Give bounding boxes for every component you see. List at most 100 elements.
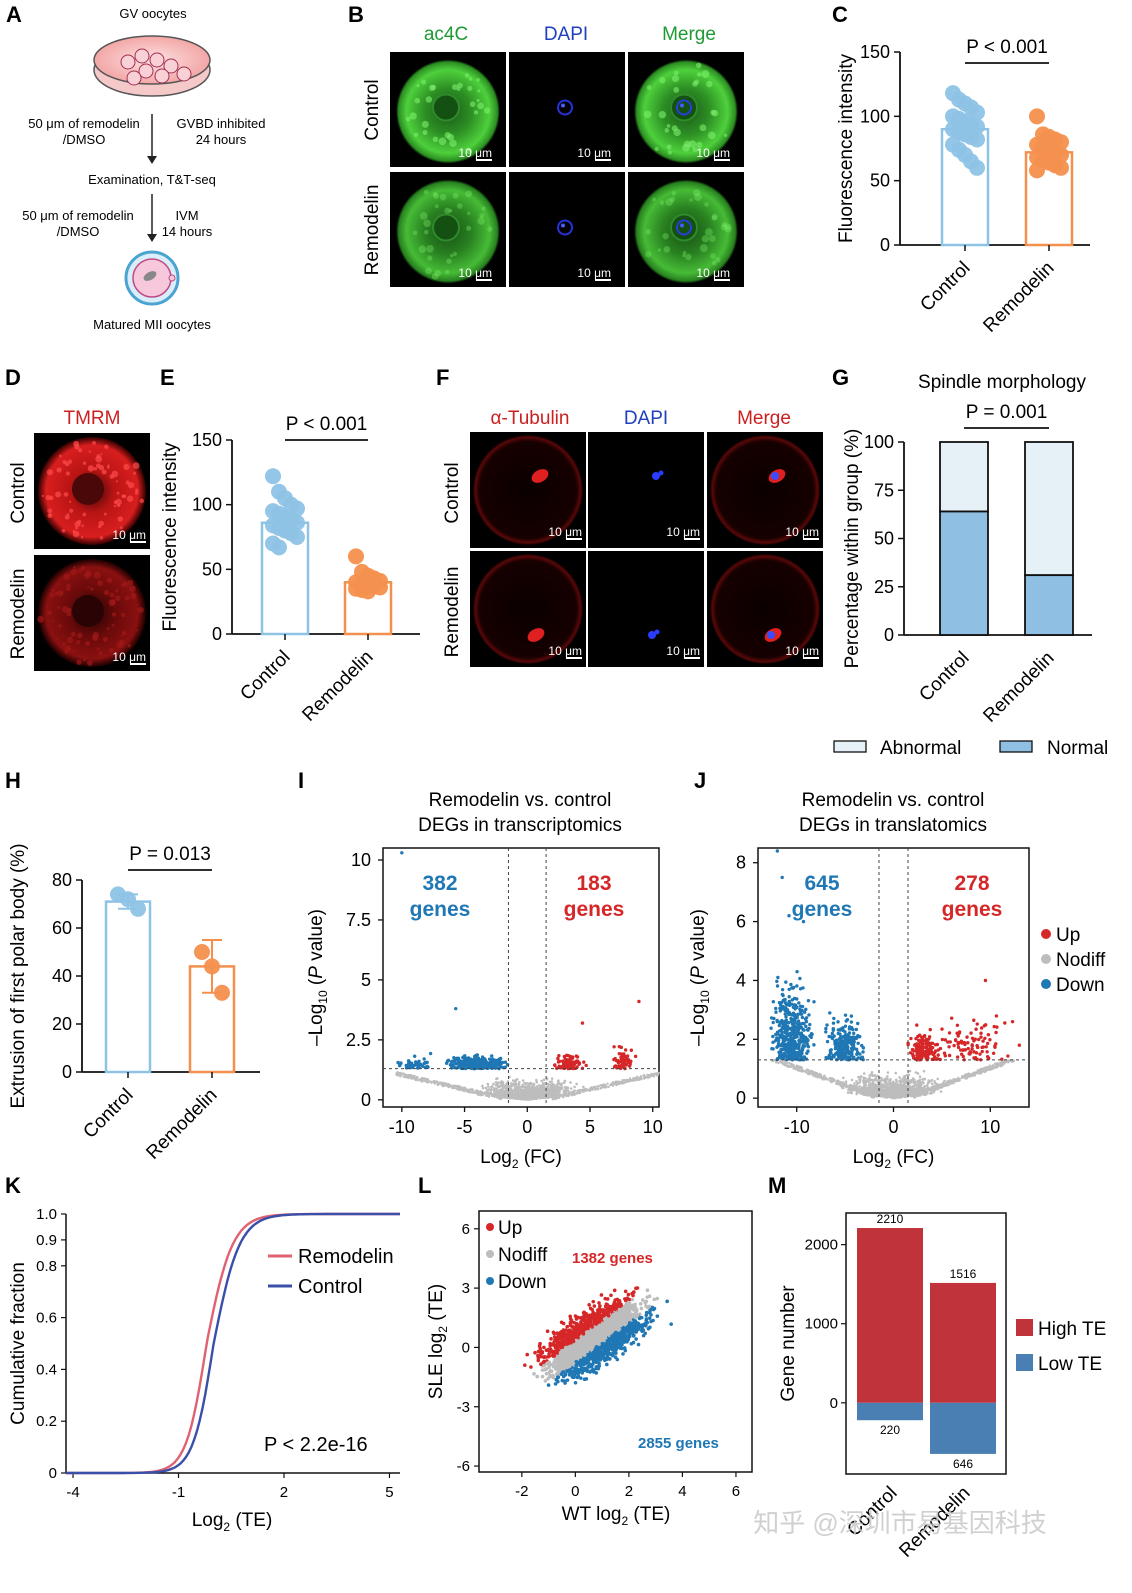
bar-control bbox=[104, 900, 152, 1074]
data-point bbox=[969, 131, 985, 148]
b-speck bbox=[666, 144, 672, 150]
nodiff-point bbox=[925, 1091, 929, 1095]
nodiff-point bbox=[871, 1079, 875, 1082]
y-tick-label: 150 bbox=[192, 430, 222, 450]
nodiff-point bbox=[782, 1063, 785, 1066]
d-speck bbox=[78, 569, 82, 573]
up-point bbox=[978, 1052, 982, 1056]
d-speck bbox=[124, 595, 130, 601]
x-tick-label: 0 bbox=[888, 1117, 898, 1137]
up-point bbox=[624, 1057, 629, 1062]
nodiff-point bbox=[479, 1090, 482, 1094]
d-speck bbox=[62, 460, 67, 465]
x-tick-label: Remodelin bbox=[298, 647, 377, 726]
nodiff-point bbox=[925, 1083, 929, 1087]
nodiff-point bbox=[457, 1085, 460, 1088]
nodiff-point bbox=[509, 1096, 513, 1100]
d-speck bbox=[66, 583, 71, 589]
b-speck bbox=[659, 200, 665, 206]
nodiff-point bbox=[805, 1068, 808, 1071]
nodiff-point bbox=[942, 1082, 945, 1086]
down-point bbox=[771, 1040, 775, 1044]
nodiff-point bbox=[921, 1081, 925, 1085]
down-point bbox=[413, 1060, 418, 1064]
nodiff-point bbox=[498, 1096, 502, 1100]
up-point bbox=[986, 1056, 991, 1060]
d-speck bbox=[109, 592, 115, 598]
nodiff-point bbox=[558, 1082, 562, 1086]
nodiff-point bbox=[447, 1084, 450, 1087]
data-point bbox=[130, 900, 146, 917]
nodiff-point bbox=[894, 1091, 897, 1095]
up-point bbox=[556, 1056, 560, 1061]
b-speck bbox=[715, 257, 721, 263]
down-point bbox=[806, 1045, 811, 1049]
panel-c-letter: C bbox=[832, 2, 848, 27]
up-count: 278 bbox=[954, 872, 989, 895]
nodiff-point bbox=[550, 1080, 554, 1083]
down-point bbox=[412, 1063, 417, 1068]
down-point bbox=[806, 1028, 810, 1032]
y-tick-label: 6 bbox=[736, 912, 746, 932]
down-point bbox=[789, 1016, 793, 1021]
legend-normal: Normal bbox=[1047, 738, 1108, 759]
down-point bbox=[799, 1012, 804, 1016]
up-point bbox=[621, 1059, 626, 1063]
up-point bbox=[958, 1048, 963, 1052]
b-speck bbox=[479, 213, 485, 219]
b-speck bbox=[421, 120, 429, 128]
down-point bbox=[804, 1019, 809, 1024]
nodiff-point bbox=[550, 1077, 554, 1080]
nodiff-point bbox=[927, 1081, 930, 1084]
nodiff-point bbox=[591, 1088, 594, 1091]
d-speck bbox=[55, 491, 62, 498]
nodiff-point bbox=[497, 1081, 500, 1084]
nodiff-point bbox=[546, 1094, 549, 1097]
nodiff-point bbox=[594, 1088, 597, 1091]
up-point bbox=[558, 1064, 562, 1069]
d-speck bbox=[127, 481, 135, 489]
yl-a: –Log bbox=[688, 1004, 709, 1046]
nodiff-point bbox=[987, 1068, 990, 1071]
down-point bbox=[804, 1024, 808, 1029]
up-point bbox=[931, 1052, 935, 1057]
down-point bbox=[800, 1052, 804, 1056]
d-speck bbox=[111, 599, 115, 603]
d-speck bbox=[104, 444, 109, 449]
nodiff-point bbox=[486, 1082, 490, 1086]
nodiff-point bbox=[788, 1061, 791, 1065]
down-point bbox=[785, 1009, 789, 1013]
down-point bbox=[780, 1032, 784, 1037]
nodiff-point bbox=[930, 1082, 934, 1086]
x-tick-label: -5 bbox=[457, 1117, 473, 1137]
nodiff-point bbox=[881, 1090, 885, 1093]
up-point bbox=[979, 1026, 984, 1030]
b-speck bbox=[465, 147, 473, 155]
down-point bbox=[456, 1062, 460, 1066]
up-point bbox=[966, 1041, 970, 1045]
b-speck bbox=[685, 253, 692, 261]
d-speck bbox=[73, 566, 76, 569]
d-speck bbox=[136, 629, 139, 632]
d-speck bbox=[113, 500, 118, 504]
down-point bbox=[792, 1028, 797, 1032]
d-speck bbox=[127, 579, 134, 586]
down-point bbox=[783, 1053, 787, 1058]
up-point bbox=[981, 1045, 985, 1049]
nodiff-point bbox=[859, 1087, 863, 1091]
nodiff-point bbox=[588, 1089, 592, 1093]
nodiff-point bbox=[891, 1080, 895, 1084]
up-point bbox=[620, 1055, 624, 1059]
nodiff-point bbox=[979, 1067, 982, 1071]
nodiff-point bbox=[652, 1075, 656, 1078]
nodiff-point bbox=[601, 1086, 604, 1089]
down-point bbox=[781, 1007, 785, 1011]
nodiff-point bbox=[909, 1093, 913, 1097]
y-tick-label: 8 bbox=[736, 853, 746, 873]
y-tick-label: 0 bbox=[880, 235, 890, 255]
up-point bbox=[580, 1021, 585, 1025]
y-tick-label: 100 bbox=[860, 106, 890, 126]
down-point bbox=[473, 1058, 478, 1062]
step2-right: IVM 14 hours bbox=[162, 208, 213, 239]
nodiff-point bbox=[539, 1094, 543, 1098]
